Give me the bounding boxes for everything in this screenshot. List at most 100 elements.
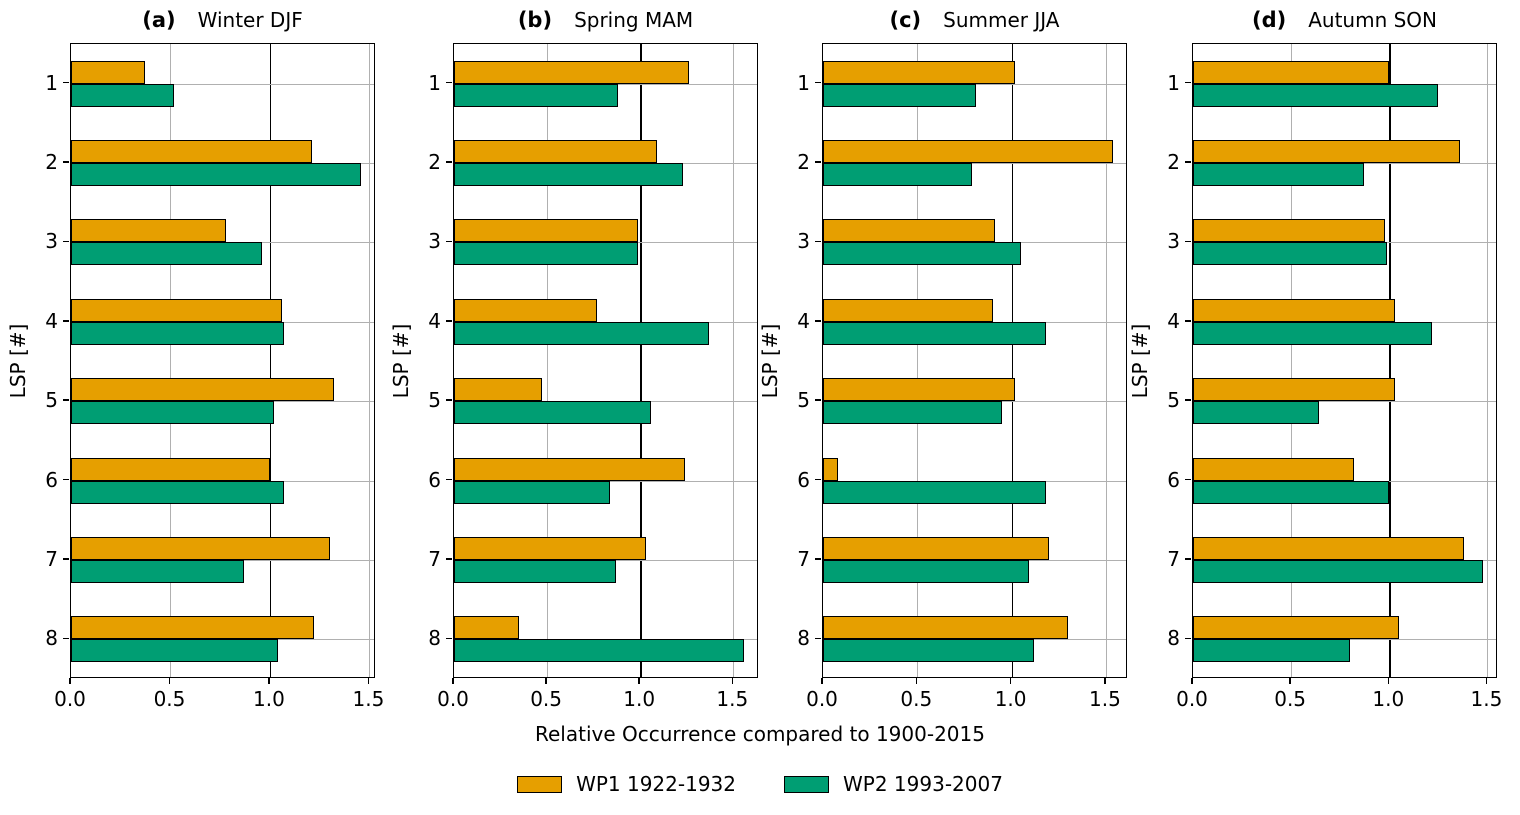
y-axis-label: LSP [#] — [1128, 323, 1152, 398]
y-tick-label: 6 — [45, 467, 58, 492]
y-tick-mark — [63, 478, 69, 481]
bar-wp2-lsp8 — [823, 639, 1035, 663]
bar-wp2-lsp2 — [1193, 163, 1364, 187]
y-tick-label: 2 — [797, 150, 810, 175]
x-tick-label: 1.5 — [1089, 687, 1121, 711]
bar-wp1-lsp6 — [1193, 457, 1354, 481]
y-tick-label: 3 — [428, 229, 441, 254]
y-gridline — [823, 163, 1126, 165]
x-tick-mark — [731, 678, 734, 684]
bar-wp2-lsp8 — [71, 639, 278, 663]
y-tick-label: 3 — [797, 229, 810, 254]
x-tick-label: 1.0 — [994, 687, 1027, 711]
x-tick-label: 1.5 — [1470, 687, 1503, 711]
x-tick-label: 0.0 — [54, 687, 86, 711]
bar-wp1-lsp2 — [823, 140, 1114, 164]
axes-panel-d — [1192, 43, 1497, 678]
bar-wp2-lsp1 — [823, 83, 976, 107]
legend-label-wp1: WP1 1922-1932 — [576, 772, 736, 796]
x-gridline — [1105, 44, 1107, 677]
bar-wp2-lsp6 — [823, 480, 1046, 504]
y-tick-label: 8 — [1167, 626, 1180, 651]
y-tick-label: 2 — [428, 150, 441, 175]
bar-wp2-lsp4 — [71, 321, 284, 345]
reference-line-1 — [269, 44, 272, 677]
y-tick-mark — [815, 558, 821, 560]
x-tick-label: 0.5 — [530, 687, 562, 711]
x-tick-mark — [1485, 678, 1488, 684]
x-tick-label: 1.5 — [716, 687, 749, 711]
x-tick-mark — [367, 678, 370, 684]
x-tick-mark — [268, 678, 270, 684]
legend: WP1 1922-1932 WP2 1993-2007 — [0, 772, 1520, 796]
y-tick-label: 4 — [1167, 308, 1180, 333]
x-tick-mark — [1387, 678, 1390, 684]
x-tick-mark — [1191, 678, 1193, 684]
y-tick-label: 3 — [45, 229, 58, 254]
bar-wp1-lsp7 — [1193, 536, 1464, 560]
bar-wp1-lsp6 — [823, 457, 839, 481]
bar-wp2-lsp3 — [454, 242, 639, 266]
reference-line-1 — [1011, 44, 1014, 677]
panel-letter: (b) — [517, 8, 553, 32]
x-tick-mark — [452, 678, 454, 684]
y-tick-mark — [1185, 320, 1191, 322]
bar-wp2-lsp3 — [823, 242, 1022, 266]
bar-wp1-lsp2 — [71, 140, 312, 164]
y-tick-label: 2 — [1167, 150, 1180, 175]
x-tick-label: 0.0 — [1176, 687, 1208, 711]
panel-letter: (c) — [889, 8, 922, 32]
bar-wp2-lsp7 — [823, 559, 1029, 583]
y-axis-label: LSP [#] — [6, 323, 30, 398]
bar-wp1-lsp3 — [454, 219, 639, 243]
bar-wp2-lsp5 — [454, 401, 652, 425]
y-tick-mark — [815, 81, 821, 84]
y-tick-mark — [63, 81, 69, 84]
y-tick-mark — [815, 240, 821, 243]
panel-season-title: Winter DJF — [197, 8, 303, 32]
legend-label-wp2: WP2 1993-2007 — [843, 772, 1003, 796]
y-tick-label: 7 — [428, 546, 441, 571]
y-gridline — [71, 83, 374, 85]
bar-wp2-lsp7 — [71, 559, 245, 583]
x-tick-mark — [1104, 678, 1106, 684]
panel-season-title: Autumn SON — [1308, 8, 1438, 32]
axes-panel-b — [453, 43, 758, 678]
y-tick-mark — [815, 399, 821, 401]
y-tick-mark — [446, 240, 452, 243]
y-tick-mark — [446, 161, 452, 163]
bar-wp1-lsp3 — [823, 219, 995, 243]
y-tick-label: 1 — [45, 70, 58, 95]
x-tick-mark — [69, 678, 71, 684]
bar-wp1-lsp1 — [454, 60, 689, 84]
y-tick-label: 2 — [45, 150, 58, 175]
bar-wp1-lsp5 — [454, 378, 542, 402]
y-axis-label: LSP [#] — [758, 323, 782, 398]
y-tick-mark — [815, 161, 821, 163]
y-tick-mark — [446, 637, 452, 640]
bar-wp2-lsp6 — [454, 480, 611, 504]
bar-wp1-lsp6 — [454, 457, 685, 481]
legend-entry-wp1: WP1 1922-1932 — [517, 772, 736, 796]
x-gridline — [369, 44, 371, 677]
bar-wp1-lsp3 — [71, 219, 227, 243]
bar-wp1-lsp1 — [823, 60, 1016, 84]
bar-wp1-lsp2 — [1193, 140, 1460, 164]
x-tick-mark — [1289, 678, 1291, 684]
panel-season-title: Summer JJA — [943, 8, 1060, 32]
bar-wp1-lsp8 — [71, 616, 314, 640]
y-tick-label: 8 — [428, 626, 441, 651]
x-tick-label: 0.0 — [806, 687, 838, 711]
bar-wp1-lsp1 — [71, 60, 145, 84]
bar-wp1-lsp7 — [823, 536, 1050, 560]
reference-line-1 — [640, 44, 642, 677]
x-gridline — [170, 44, 172, 677]
y-tick-mark — [63, 399, 69, 401]
y-tick-label: 5 — [1167, 388, 1180, 413]
bar-wp1-lsp4 — [823, 298, 993, 322]
bar-wp2-lsp4 — [823, 321, 1046, 345]
x-gridline — [917, 44, 919, 677]
y-tick-label: 7 — [797, 546, 810, 571]
bar-wp2-lsp5 — [71, 401, 274, 425]
y-tick-label: 5 — [45, 388, 58, 413]
